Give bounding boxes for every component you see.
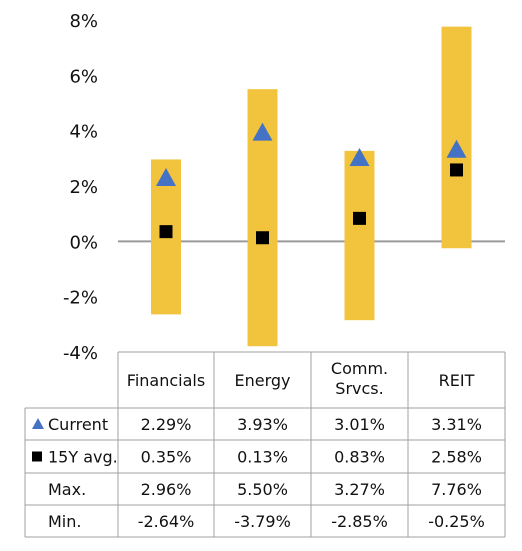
y-tick-label: 0% [69,232,98,253]
avg-legend-icon [32,451,42,462]
table-cell: 5.50% [237,480,288,499]
category-label: Energy [234,371,290,390]
table-cell: 7.76% [431,480,482,499]
row-label: 15Y avg. [48,448,118,467]
avg-marker [353,211,366,225]
table-cell: 2.29% [141,415,192,434]
row-label: Max. [48,480,86,499]
current-legend-icon [32,418,44,429]
table-cell: -2.85% [331,512,388,531]
table-cell: 0.35% [141,448,192,467]
current-marker [446,139,467,158]
y-tick-label: -4% [63,343,98,364]
range-bar [441,26,472,249]
avg-marker [256,231,269,245]
row-label: Min. [48,512,81,531]
y-tick-label: 8% [69,11,98,32]
category-label: Comm. [331,359,388,378]
current-marker [156,167,176,186]
table-cell: -3.79% [234,512,291,531]
table-cell: 0.83% [334,448,385,467]
y-tick-label: 4% [69,122,98,143]
table-cell: 2.58% [431,448,482,467]
avg-marker [159,225,173,239]
table-cell: 3.31% [431,415,482,434]
y-tick-label: 2% [69,177,98,198]
table-cell: 3.27% [334,480,385,499]
y-tick-label: 6% [69,66,98,87]
row-label: Current [48,415,108,434]
current-marker [252,122,273,141]
table-cell: -2.64% [138,512,195,531]
table-cell: 2.96% [141,480,192,499]
table-cell: 3.01% [334,415,385,434]
category-label: Financials [127,371,205,390]
table-cell: 3.93% [237,415,288,434]
category-label: Srvcs. [335,379,383,398]
range-bar [344,150,375,321]
y-tick-label: -2% [63,288,98,309]
table-cell: -0.25% [428,512,485,531]
current-marker [349,148,370,167]
table-cell: 0.13% [237,448,288,467]
avg-marker [450,163,463,177]
category-label: REIT [439,371,475,390]
